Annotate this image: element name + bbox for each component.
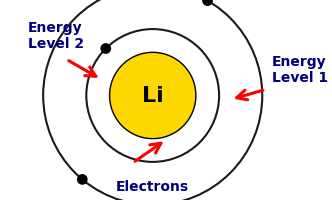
- Ellipse shape: [78, 175, 87, 184]
- Text: Energy
Level 2: Energy Level 2: [28, 21, 84, 51]
- Text: Energy
Level 1: Energy Level 1: [272, 55, 328, 85]
- Text: Electrons: Electrons: [116, 179, 189, 193]
- Ellipse shape: [110, 53, 196, 139]
- Text: Li: Li: [142, 86, 164, 106]
- Ellipse shape: [101, 45, 111, 54]
- Ellipse shape: [203, 0, 212, 6]
